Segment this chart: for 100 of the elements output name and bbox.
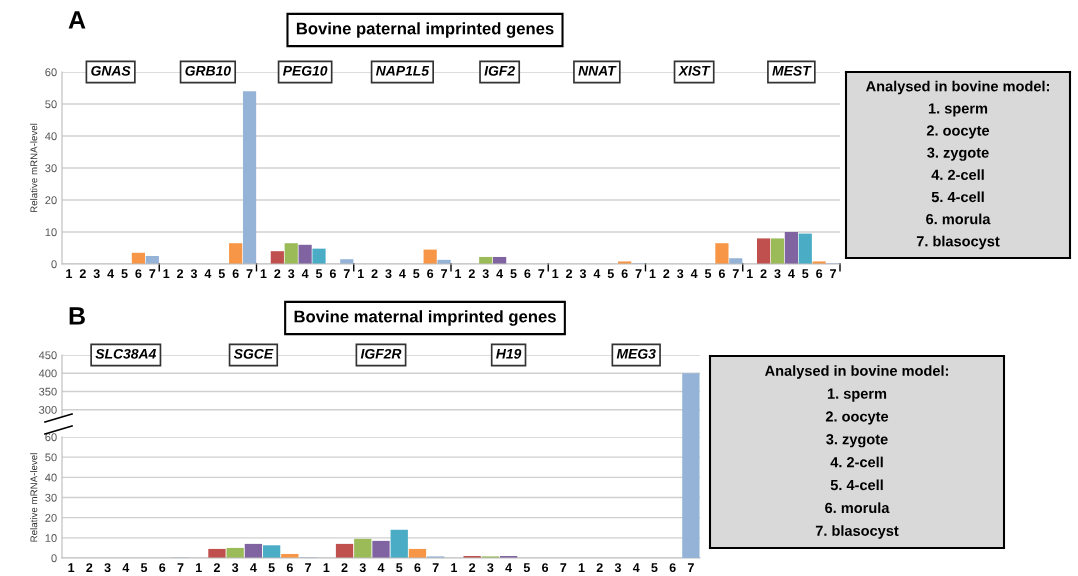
x-tick-label: 2: [79, 269, 86, 278]
x-tick-label: 4: [496, 269, 504, 278]
x-tick-label: 1: [552, 269, 559, 278]
x-tick-label: 2: [469, 563, 476, 572]
x-tick-label: 4: [632, 563, 640, 572]
x-tick-label: 2: [596, 563, 603, 572]
y-tick-label: 30: [45, 164, 57, 173]
x-tick-label: 3: [487, 563, 494, 573]
x-tick-label: 3: [677, 269, 684, 279]
x-tick-label: 6: [286, 563, 293, 573]
x-tick-label: 5: [121, 269, 128, 279]
text: 7. blasocyst: [916, 235, 1000, 250]
x-tick-label: 5: [218, 269, 225, 279]
x-tick-label: 1: [451, 563, 458, 572]
x-tick-label: 3: [774, 269, 781, 279]
x-tick-label: 3: [93, 269, 100, 279]
y-tick-label: 60: [45, 433, 57, 442]
x-tick-label: 4: [505, 563, 513, 572]
y-tick-label: 40: [45, 473, 57, 482]
y-tick-label: 40: [45, 132, 57, 141]
x-tick-label: 4: [107, 269, 115, 278]
x-tick-label: 5: [510, 269, 517, 279]
x-tick-label: 2: [760, 269, 767, 278]
x-tick-label: 2: [341, 563, 348, 572]
x-tick-label: 7: [560, 563, 567, 572]
x-tick-label: 2: [663, 269, 670, 278]
x-tick-label: 4: [204, 269, 212, 278]
x-tick-label: 7: [538, 269, 545, 278]
annotation: IGF2R: [360, 348, 402, 359]
y-tick-label: 0: [51, 260, 57, 269]
text: 4. 2-cell: [830, 456, 883, 468]
x-tick-label: 7: [830, 269, 836, 278]
y-tick-label: 350: [39, 387, 57, 396]
text: 2. oocyte: [926, 125, 990, 139]
x-tick-label: 1: [196, 563, 202, 572]
x-tick-label: 4: [122, 563, 130, 572]
x-tick-label: 5: [268, 563, 275, 573]
annotation: GNAS: [91, 65, 131, 76]
x-tick-label: 7: [432, 563, 439, 572]
x-tick-label: 6: [427, 269, 434, 279]
annotation: NAP1L5: [375, 66, 430, 76]
x-tick-label: 2: [86, 563, 93, 572]
y-tick-label: 10: [45, 534, 57, 542]
x-tick-label: 6: [135, 269, 142, 279]
x-tick-label: 5: [523, 563, 530, 573]
x-tick-label: 3: [385, 269, 392, 279]
x-tick-label: 2: [274, 269, 281, 278]
x-tick-label: 5: [651, 563, 658, 573]
x-tick-label: 2: [371, 269, 378, 278]
text: 1. sperm: [928, 103, 988, 117]
y-tick-label: 400: [38, 369, 57, 378]
x-tick-label: 2: [468, 269, 475, 278]
x-tick-label: 4: [593, 269, 601, 278]
x-tick-label: 5: [607, 269, 614, 279]
x-tick-label: 6: [669, 563, 676, 573]
chart-subtitle: A: [68, 11, 86, 29]
annotation: MEST: [772, 65, 812, 76]
x-tick-label: 6: [329, 269, 336, 279]
y-axis-title: Relative mRNA-level: [30, 453, 38, 542]
x-tick-label: 1: [578, 563, 585, 572]
x-tick-label: 4: [788, 269, 795, 278]
text: 7. blasocyst: [815, 525, 899, 539]
annotation: NNAT: [578, 66, 617, 76]
y-tick-label: 450: [38, 351, 57, 360]
x-tick-label: 4: [250, 563, 257, 572]
y-tick-label: 300: [39, 405, 57, 414]
x-tick-label: 4: [377, 563, 385, 572]
x-tick-label: 3: [614, 563, 621, 573]
x-tick-label: 3: [579, 269, 587, 279]
x-tick-label: 6: [621, 269, 628, 279]
annotation: SLC38A4: [95, 348, 157, 359]
x-tick-label: 5: [802, 269, 809, 279]
annotation: MEG3: [616, 348, 656, 359]
x-tick-label: 5: [140, 563, 148, 573]
y-tick-label: 50: [45, 100, 57, 109]
x-tick-label: 7: [149, 269, 156, 278]
x-tick-label: 5: [396, 563, 403, 573]
x-tick-label: 1: [358, 269, 364, 278]
x-tick-label: 6: [524, 269, 531, 279]
y-tick-label: 10: [45, 228, 57, 237]
x-tick-label: 7: [732, 269, 739, 278]
x-tick-label: 3: [231, 563, 239, 573]
text: 2. oocyte: [825, 411, 889, 425]
chart-subtitle: B: [69, 307, 85, 325]
annotation: XIST: [678, 65, 711, 76]
x-tick-label: 7: [246, 269, 253, 278]
text: 3. zygote: [927, 147, 989, 161]
x-tick-label: 5: [413, 269, 420, 279]
x-tick-label: 7: [635, 269, 642, 278]
y-tick-label: 60: [45, 68, 57, 77]
y-tick-label: 0: [51, 554, 57, 563]
x-tick-label: 4: [301, 269, 309, 278]
text: 4. 2-cell: [931, 169, 984, 180]
annotation: IGF2: [484, 65, 515, 76]
annotation: SGCE: [233, 348, 274, 359]
x-tick-label: 2: [177, 269, 184, 278]
x-tick-label: 3: [288, 269, 295, 279]
x-tick-label: 6: [414, 563, 421, 573]
y-tick-label: 50: [45, 453, 57, 462]
y-tick-label: 20: [45, 513, 57, 522]
